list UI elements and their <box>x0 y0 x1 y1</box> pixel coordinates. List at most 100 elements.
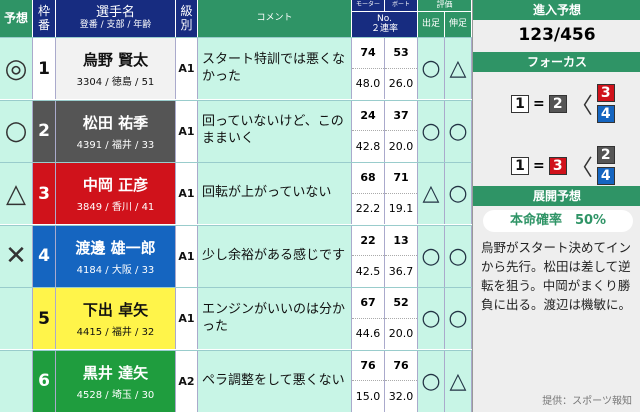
header-waku: 枠番 <box>33 0 56 37</box>
prediction-mark: △ <box>0 163 33 224</box>
focus-second: 2 <box>548 94 567 113</box>
prediction-mark <box>0 350 33 412</box>
tenkai-title: 展開予想 <box>473 186 640 206</box>
comment: ペラ調整をして悪くない <box>198 350 352 412</box>
focus-first: 1 <box>511 156 529 175</box>
prediction-mark: ○ <box>0 100 33 162</box>
boat-no: 71 <box>385 163 417 194</box>
lane-number: 6 <box>33 350 56 412</box>
table-row[interactable]: 5 下出 卓矢 4415 / 福井 / 32 A1 エンジンがいいのは分かった 6… <box>0 287 472 349</box>
header-eval: 評価 <box>418 0 472 11</box>
header-class: 級別 <box>176 0 198 37</box>
racer-name: 黒井 達矢 <box>82 363 149 382</box>
header-name: 選手名 登番 / 支部 / 年齢 <box>56 0 176 37</box>
dashi-eval: ○ <box>418 100 445 162</box>
motor-no: 67 <box>352 288 384 319</box>
boat-rate: 26.0 <box>388 77 414 91</box>
table-row[interactable]: △ 3 中岡 正彦 3849 / 香川 / 41 A1 回転が上がっていない 68… <box>0 162 472 224</box>
boat-rate: 32.0 <box>388 389 414 403</box>
boat-no: 52 <box>385 288 417 319</box>
motor-no: 74 <box>352 38 384 69</box>
focus-third: 3 <box>596 84 615 102</box>
racer-cell[interactable]: 松田 祐季 4391 / 福井 / 33 <box>56 100 176 162</box>
racer-class: A1 <box>176 288 198 349</box>
focus-first: 1 <box>511 94 529 113</box>
motor-cell: 68 22.2 <box>352 163 385 224</box>
prob-badge: 本命確率 50% <box>483 210 633 232</box>
boat-rate: 19.1 <box>388 202 414 216</box>
boat-no: 76 <box>385 351 417 381</box>
nobi-eval: ○ <box>445 288 472 349</box>
motor-cell: 22 42.5 <box>352 225 385 287</box>
table-row[interactable]: ✕ 4 渡邊 雄一郎 4184 / 大阪 / 33 A1 少し余裕がある感じです … <box>0 224 472 287</box>
comment: スタート特訓では悪くなかった <box>198 38 352 99</box>
focus-combo: 1 = 2 〈 3 4 <box>511 84 615 123</box>
nobi-eval: ○ <box>445 225 472 287</box>
table-row[interactable]: 6 黒井 達矢 4528 / 埼玉 / 30 A2 ペラ調整をして悪くない 76 1… <box>0 349 472 412</box>
lane-number: 4 <box>33 225 56 287</box>
racer-info: 4184 / 大阪 / 33 <box>76 264 155 276</box>
header-name-label: 選手名 <box>95 5 135 21</box>
motor-rate: 44.6 <box>355 327 381 341</box>
tenkai-text: 烏野がスタート決めてインから先行。松田は差して逆転を狙う。中岡がまくり勝負に出る… <box>481 240 632 312</box>
nobi-eval: △ <box>445 38 472 99</box>
motor-no: 68 <box>352 163 384 194</box>
racer-cell[interactable]: 黒井 達矢 4528 / 埼玉 / 30 <box>56 350 176 412</box>
racer-class: A1 <box>176 38 198 99</box>
comment: 回転が上がっていない <box>198 163 352 224</box>
lane-number: 3 <box>33 163 56 224</box>
racer-class: A1 <box>176 100 198 162</box>
racer-cell[interactable]: 中岡 正彦 3849 / 香川 / 41 <box>56 163 176 224</box>
header-motor: モーター <box>352 0 385 11</box>
table-row[interactable]: ○ 2 松田 祐季 4391 / 福井 / 33 A1 回っていないけど、このまま… <box>0 99 472 162</box>
focus-third: 2 <box>596 146 615 164</box>
racer-cell[interactable]: 渡邊 雄一郎 4184 / 大阪 / 33 <box>56 225 176 287</box>
racer-name: 中岡 正彦 <box>82 176 149 194</box>
equals-sign: = <box>533 95 545 112</box>
header-dashi: 出足 <box>418 11 445 37</box>
boat-no: 13 <box>385 226 417 256</box>
boat-rate: 20.0 <box>388 139 414 153</box>
motor-no: 24 <box>352 101 384 131</box>
boat-rate: 36.7 <box>388 264 414 278</box>
racer-cell[interactable]: 下出 卓矢 4415 / 福井 / 32 <box>56 288 176 349</box>
header-rate: No. ２連率 <box>352 11 418 37</box>
racer-cell[interactable]: 烏野 賢太 3304 / 徳島 / 51 <box>56 38 176 99</box>
prediction-mark: ◎ <box>0 38 33 99</box>
comment: 少し余裕がある感じです <box>198 225 352 287</box>
boat-cell: 53 26.0 <box>385 38 418 99</box>
header-name-sub: 登番 / 支部 / 年齢 <box>79 19 152 30</box>
lane-number: 5 <box>33 288 56 349</box>
boat-cell: 76 32.0 <box>385 350 418 412</box>
racer-class: A1 <box>176 225 198 287</box>
racer-name: 烏野 賢太 <box>82 51 149 69</box>
racer-info: 3304 / 徳島 / 51 <box>76 77 155 88</box>
boat-no: 37 <box>385 101 417 131</box>
entry-value: 123/456 <box>518 25 596 45</box>
dashi-eval: ○ <box>418 350 445 412</box>
focus-title: フォーカス <box>473 52 640 72</box>
motor-no: 22 <box>352 226 384 256</box>
boat-rate: 20.0 <box>388 327 414 341</box>
boat-no: 53 <box>385 38 417 69</box>
racer-class: A2 <box>176 350 198 412</box>
motor-no: 76 <box>352 351 384 381</box>
bracket-icon: 〈 <box>570 155 593 181</box>
motor-cell: 67 44.6 <box>352 288 385 349</box>
table-row[interactable]: ◎ 1 烏野 賢太 3304 / 徳島 / 51 A1 スタート特訓では悪くなかっ… <box>0 37 472 99</box>
credit: 提供：スポーツ報知 <box>542 396 632 407</box>
racer-info: 3849 / 香川 / 41 <box>76 202 155 213</box>
motor-rate: 15.0 <box>355 389 381 403</box>
boat-cell: 71 19.1 <box>385 163 418 224</box>
nobi-eval: △ <box>445 350 472 412</box>
prediction-mark <box>0 288 33 349</box>
motor-cell: 76 15.0 <box>352 350 385 412</box>
header-yoso: 予想 <box>0 0 33 37</box>
motor-rate: 42.8 <box>355 139 381 153</box>
lane-number: 1 <box>33 38 56 99</box>
racer-info: 4391 / 福井 / 33 <box>76 139 155 151</box>
focus-third: 4 <box>596 105 615 123</box>
motor-rate: 42.5 <box>355 264 381 278</box>
motor-rate: 48.0 <box>355 77 381 91</box>
focus-second: 3 <box>548 156 567 175</box>
